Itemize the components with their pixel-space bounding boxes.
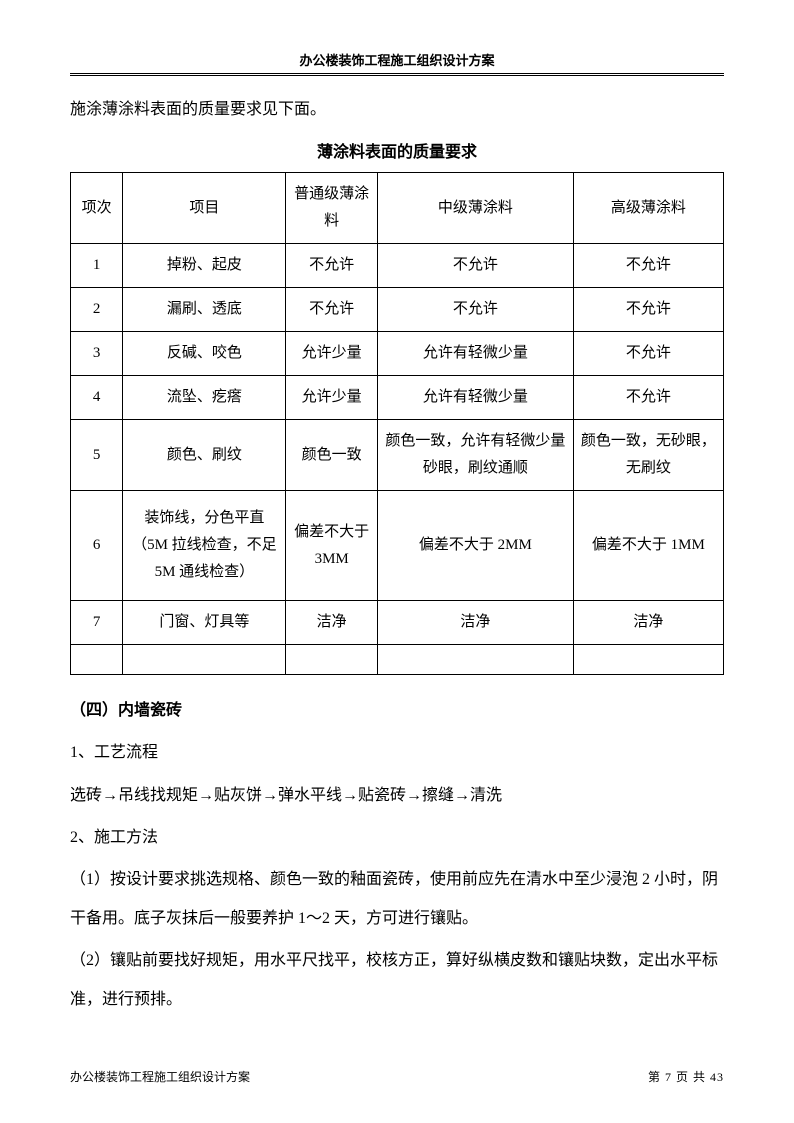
table-cell	[286, 645, 377, 675]
table-cell	[71, 645, 123, 675]
table-row: 1 掉粉、起皮 不允许 不允许 不允许	[71, 244, 724, 288]
table-cell: 偏差不大于 1MM	[573, 491, 723, 601]
table-cell: 允许有轻微少量	[377, 376, 573, 420]
table-cell: 不允许	[286, 244, 377, 288]
table-cell: 颜色、刷纹	[123, 420, 286, 491]
table-cell: 颜色一致，允许有轻微少量砂眼，刷纹通顺	[377, 420, 573, 491]
table-cell: 装饰线，分色平直（5M 拉线检查，不足 5M 通线检查）	[123, 491, 286, 601]
table-cell: 洁净	[286, 601, 377, 645]
table-cell: 流坠、疙瘩	[123, 376, 286, 420]
table-cell	[377, 645, 573, 675]
table-cell: 偏差不大于 2MM	[377, 491, 573, 601]
table-cell: 1	[71, 244, 123, 288]
table-cell: 偏差不大于 3MM	[286, 491, 377, 601]
body-paragraph: （1）按设计要求挑选规格、颜色一致的釉面瓷砖，使用前应先在清水中至少浸泡 2 小…	[70, 861, 724, 938]
table-cell: 反碱、咬色	[123, 332, 286, 376]
table-row: 4 流坠、疙瘩 允许少量 允许有轻微少量 不允许	[71, 376, 724, 420]
table-header-cell: 高级薄涂料	[573, 173, 723, 244]
table-cell: 不允许	[377, 288, 573, 332]
body-paragraph: 1、工艺流程	[70, 734, 724, 772]
table-cell: 门窗、灯具等	[123, 601, 286, 645]
table-header-row: 项次 项目 普通级薄涂料 中级薄涂料 高级薄涂料	[71, 173, 724, 244]
table-cell: 不允许	[573, 332, 723, 376]
table-cell: 不允许	[573, 244, 723, 288]
table-cell: 不允许	[573, 376, 723, 420]
quality-table: 项次 项目 普通级薄涂料 中级薄涂料 高级薄涂料 1 掉粉、起皮 不允许 不允许…	[70, 172, 724, 675]
table-row: 3 反碱、咬色 允许少量 允许有轻微少量 不允许	[71, 332, 724, 376]
table-cell: 3	[71, 332, 123, 376]
body-paragraph: 2、施工方法	[70, 819, 724, 857]
table-cell: 洁净	[573, 601, 723, 645]
table-cell: 2	[71, 288, 123, 332]
table-cell: 允许有轻微少量	[377, 332, 573, 376]
table-header-cell: 普通级薄涂料	[286, 173, 377, 244]
table-cell: 6	[71, 491, 123, 601]
intro-text: 施涂薄涂料表面的质量要求见下面。	[70, 94, 724, 126]
footer-left: 办公楼装饰工程施工组织设计方案	[70, 1068, 250, 1085]
table-cell: 不允许	[377, 244, 573, 288]
body-paragraph: 选砖→吊线找规矩→贴灰饼→弹水平线→贴瓷砖→擦缝→清洗	[70, 777, 724, 815]
table-row-empty	[71, 645, 724, 675]
table-header-cell: 中级薄涂料	[377, 173, 573, 244]
table-cell: 7	[71, 601, 123, 645]
table-header-cell: 项次	[71, 173, 123, 244]
table-row: 5 颜色、刷纹 颜色一致 颜色一致，允许有轻微少量砂眼，刷纹通顺 颜色一致，无砂…	[71, 420, 724, 491]
body-paragraph: （2）镶贴前要找好规矩，用水平尺找平，校核方正，算好纵横皮数和镶贴块数，定出水平…	[70, 942, 724, 1019]
table-cell: 不允许	[286, 288, 377, 332]
table-cell: 4	[71, 376, 123, 420]
table-cell: 不允许	[573, 288, 723, 332]
table-cell	[573, 645, 723, 675]
section-heading: （四）内墙瓷砖	[70, 693, 724, 728]
table-row: 6 装饰线，分色平直（5M 拉线检查，不足 5M 通线检查） 偏差不大于 3MM…	[71, 491, 724, 601]
table-cell: 允许少量	[286, 376, 377, 420]
table-cell: 漏刷、透底	[123, 288, 286, 332]
footer-right: 第 7 页 共 43	[648, 1068, 724, 1085]
page-footer: 办公楼装饰工程施工组织设计方案 第 7 页 共 43	[70, 1068, 724, 1085]
table-cell: 允许少量	[286, 332, 377, 376]
table-cell: 洁净	[377, 601, 573, 645]
table-cell: 颜色一致，无砂眼，无刷纹	[573, 420, 723, 491]
table-cell: 掉粉、起皮	[123, 244, 286, 288]
table-row: 7 门窗、灯具等 洁净 洁净 洁净	[71, 601, 724, 645]
table-cell	[123, 645, 286, 675]
table-title: 薄涂料表面的质量要求	[70, 138, 724, 162]
table-cell: 5	[71, 420, 123, 491]
table-header-cell: 项目	[123, 173, 286, 244]
page-header: 办公楼装饰工程施工组织设计方案	[70, 50, 724, 76]
table-cell: 颜色一致	[286, 420, 377, 491]
table-row: 2 漏刷、透底 不允许 不允许 不允许	[71, 288, 724, 332]
